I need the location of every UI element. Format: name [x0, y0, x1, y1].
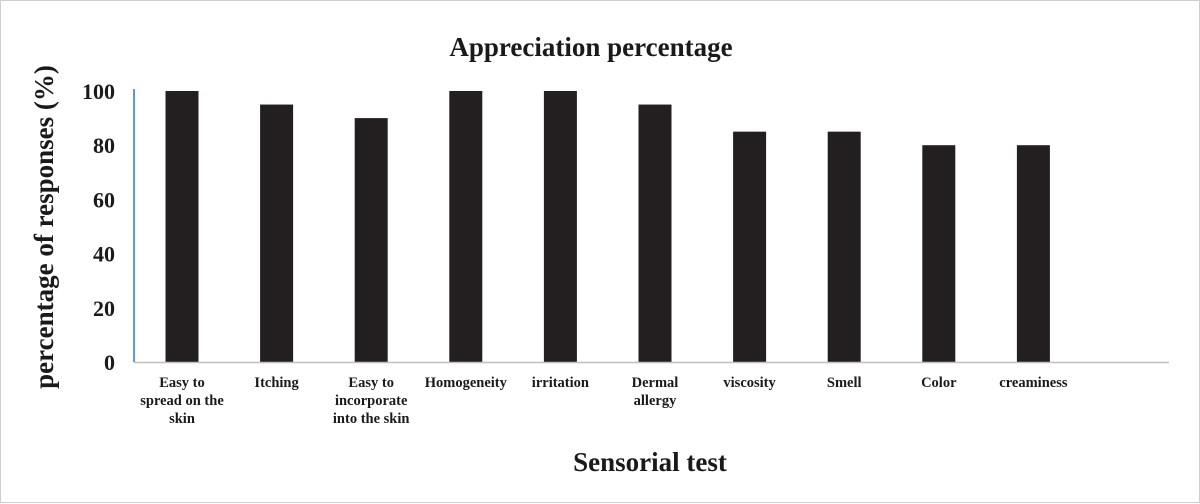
y-tick-label: 40 — [93, 242, 115, 267]
bar — [449, 91, 483, 362]
bar — [827, 131, 861, 362]
y-tick-label: 20 — [93, 296, 115, 321]
chart-title: Appreciation percentage — [449, 32, 732, 62]
x-tick-label-line: incorporate — [335, 393, 408, 409]
x-tick-label: Itching — [254, 375, 299, 391]
x-tick-label-line: Itching — [254, 375, 299, 391]
x-tick-label-line: Easy to — [159, 375, 205, 391]
bar — [1016, 145, 1050, 362]
x-tick-label-line: creaminess — [999, 375, 1068, 391]
x-tick-label-line: Dermal — [632, 375, 679, 391]
x-tick-label-line: spread on the — [140, 393, 224, 409]
x-tick-label-line: skin — [169, 411, 195, 427]
x-tick-label: creaminess — [999, 375, 1068, 391]
y-tick-label: 0 — [104, 350, 115, 375]
x-tick-label: viscosity — [723, 375, 776, 391]
x-tick-label: Dermal allergy — [632, 375, 679, 409]
y-tick-label: 60 — [93, 187, 115, 212]
x-tick-label: irritation — [532, 375, 589, 391]
x-tick-label-line: irritation — [532, 375, 589, 391]
x-tick-label: Easy to incorporate into the skin — [333, 375, 410, 427]
bar — [260, 104, 294, 363]
x-tick-label-line: Easy to — [348, 375, 394, 391]
bar — [354, 118, 388, 362]
y-tick-labels: 0 20 40 60 80 100 — [82, 79, 115, 375]
x-axis-title: Sensorial test — [573, 447, 727, 477]
bar — [922, 145, 956, 362]
x-tick-labels: Easy to spread on the skin Itching Easy to in… — [140, 375, 1068, 427]
y-tick-label: 100 — [82, 79, 115, 104]
x-tick-label-line: Color — [921, 375, 957, 391]
bar — [543, 91, 577, 362]
bar — [165, 91, 199, 362]
bars — [165, 91, 1050, 363]
x-tick-label-line: Smell — [827, 375, 862, 391]
x-tick-label-line: viscosity — [723, 375, 776, 391]
x-tick-label: Smell — [827, 375, 862, 391]
x-tick-label: Homogeneity — [425, 375, 508, 391]
x-tick-label-line: into the skin — [333, 411, 410, 427]
x-tick-label: Easy to spread on the skin — [140, 375, 224, 427]
x-tick-label: Color — [921, 375, 957, 391]
bar — [733, 131, 767, 362]
bar — [638, 104, 672, 363]
x-tick-label-line: allergy — [634, 393, 677, 409]
x-tick-label-line: Homogeneity — [425, 375, 508, 391]
y-axis-title: percentage of responses (%) — [29, 65, 59, 389]
y-tick-label: 80 — [93, 133, 115, 158]
